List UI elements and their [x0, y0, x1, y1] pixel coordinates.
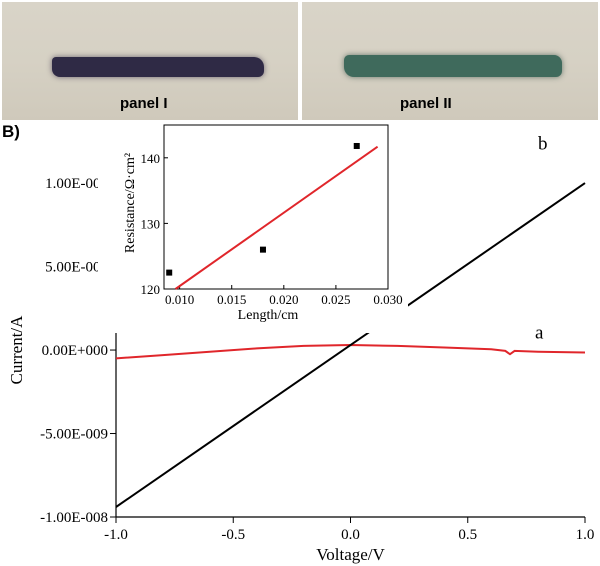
photo-label-panel-2: panel II	[400, 95, 452, 112]
inset-frame	[163, 124, 389, 290]
inset-x-tick-label: 0.020	[269, 292, 298, 307]
y-axis-label: Current/A	[7, 315, 26, 385]
photo-label-panel-1: panel I	[120, 95, 168, 112]
inset-plot: 0.010 0.015 0.020 0.025 0.030 120 130 140 Length…	[98, 121, 408, 333]
photo-panel-1: panel I	[2, 2, 298, 120]
series-line-a	[115, 343, 586, 360]
inset-data-point	[166, 269, 173, 276]
series-label-b: b	[538, 134, 548, 155]
inset-y-tick-label: 140	[141, 151, 161, 166]
electrode-strip-panel-1	[52, 57, 264, 77]
y-tick-label: 0.00E+000	[42, 343, 108, 359]
inset-y-tick-label: 120	[141, 282, 161, 297]
x-axis-label: Voltage/V	[316, 545, 385, 564]
electrode-strip-panel-2	[344, 55, 562, 77]
inset-x-tick-label: 0.025	[321, 292, 350, 307]
x-tick-label: 0.5	[458, 527, 477, 543]
inset-x-axis-label: Length/cm	[238, 308, 299, 323]
photo-panel-2: panel II	[302, 2, 598, 120]
inset-x-tick-label: 0.010	[165, 292, 194, 307]
x-tick-label: -1.0	[104, 527, 128, 543]
main-plot: -1.0 -0.5 0.0 0.5 1.0 -1.00E-008 -5.00E-009 0.0…	[7, 133, 594, 564]
inset-background	[98, 121, 408, 333]
inset-data-point	[353, 142, 360, 149]
inset-y-tick-label: 130	[141, 216, 161, 231]
inset-fit-line	[174, 145, 379, 290]
y-tick-label: -5.00E-009	[40, 427, 108, 443]
panel-b-tag: B)	[2, 122, 20, 141]
series-label-a: a	[535, 323, 544, 344]
inset-x-tick-label: 0.030	[373, 292, 402, 307]
inset-data-point	[259, 246, 266, 253]
series-line-b	[115, 182, 586, 508]
x-tick-label: 0.0	[341, 527, 360, 543]
y-tick-label: -1.00E-008	[40, 510, 108, 526]
x-tick-label: 1.0	[576, 527, 595, 543]
y-tick-label: 5.00E-009	[45, 260, 108, 276]
x-tick-label: -0.5	[221, 527, 245, 543]
y-tick-label: 1.00E-008	[45, 176, 108, 192]
inset-y-axis-label: Resistance/Ω·cm²	[123, 153, 138, 253]
inset-x-tick-label: 0.015	[217, 292, 246, 307]
